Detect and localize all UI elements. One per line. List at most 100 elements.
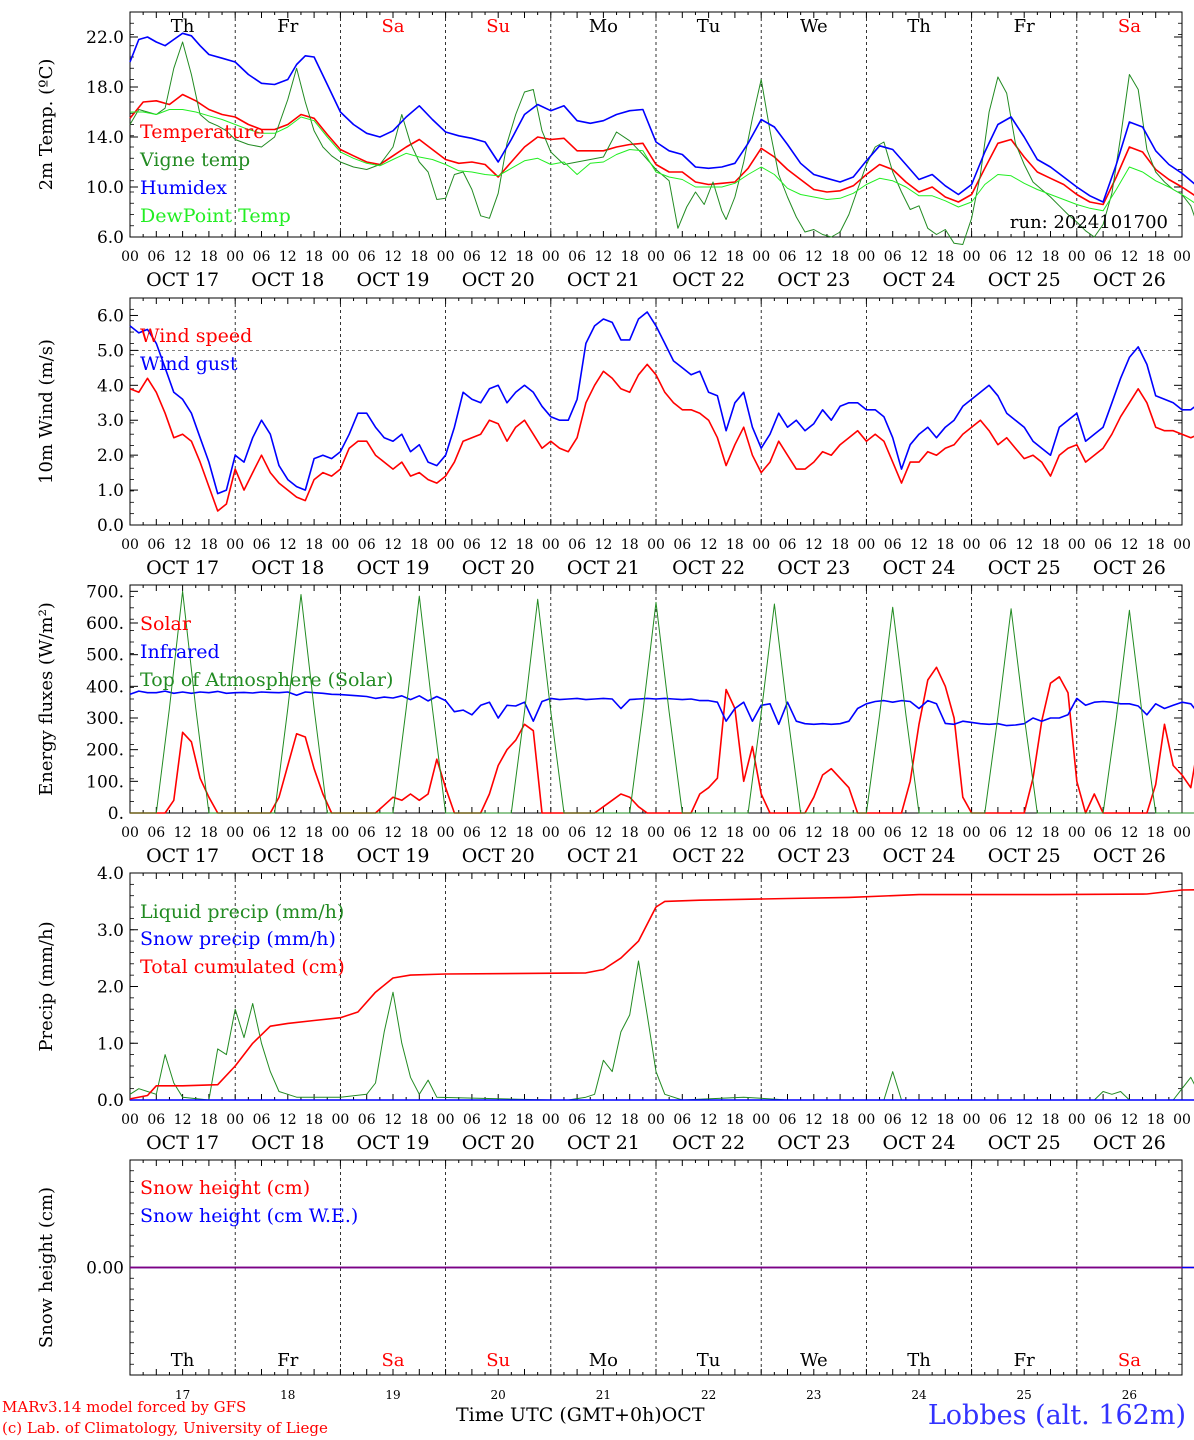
hour-label: 00 [437,825,455,841]
hour-label: 12 [910,537,928,553]
y-tick-label: 200. [86,741,124,761]
series-line-0-0 [129,93,1194,206]
hour-label: 06 [568,1112,586,1128]
hour-label: 06 [1094,1112,1112,1128]
date-label: OCT 20 [462,1132,535,1154]
y-tick-label: 400. [86,677,124,697]
time-axis-title: Time UTC (GMT+0h)OCT [456,1404,705,1426]
day-number: 18 [280,1388,295,1402]
legend-entry: Top of Atmosphere (Solar) [140,669,393,691]
hour-label: 00 [226,1112,244,1128]
legend-entry: Total cumulated (cm) [140,956,345,978]
date-label: OCT 20 [462,845,535,867]
hour-label: 06 [989,249,1007,265]
hour-label: 12 [489,1112,507,1128]
hour-label: 00 [331,249,349,265]
y-tick-label: 6.0 [97,228,124,248]
hour-label: 00 [437,249,455,265]
date-label: OCT 17 [146,845,219,867]
hour-label: 18 [621,825,639,841]
hour-label: 18 [410,825,428,841]
date-label: OCT 18 [251,269,324,291]
date-label: OCT 23 [777,1132,850,1154]
date-label: OCT 19 [356,1132,429,1154]
hour-label: 12 [279,1112,297,1128]
hour-label: 06 [568,249,586,265]
day-name: Fr [277,1350,298,1371]
date-label: OCT 21 [567,557,640,579]
date-label: OCT 19 [356,269,429,291]
hour-label: 18 [200,537,218,553]
hour-label: 12 [174,1112,192,1128]
legend-entry: Infrared [140,641,220,663]
y-tick-label: 0.00 [86,1259,124,1279]
hour-label: 00 [331,825,349,841]
hour-label: 18 [200,249,218,265]
day-name: Th [907,16,931,37]
y-tick-label: 0.0 [97,516,124,536]
hour-label: 12 [279,537,297,553]
hour-label: 18 [410,1112,428,1128]
hour-label: 00 [542,825,560,841]
hour-label: 00 [226,825,244,841]
hour-label: 18 [621,1112,639,1128]
hour-label: 00 [1068,249,1086,265]
day-name: We [800,1350,828,1371]
hour-label: 00 [647,537,665,553]
hour-label: 00 [1173,825,1191,841]
hour-label: 06 [253,1112,271,1128]
y-tick-label: 500. [86,646,124,666]
hour-label: 12 [489,825,507,841]
date-label: OCT 25 [988,269,1061,291]
series-line-0-1 [129,41,1194,245]
date-label: OCT 18 [251,557,324,579]
hour-label: 12 [174,825,192,841]
legend-entry: Snow precip (mm/h) [140,928,336,950]
series-line-3-0 [129,960,1194,1101]
date-label: OCT 17 [146,1132,219,1154]
hour-label: 06 [147,537,165,553]
hour-label: 00 [542,249,560,265]
y-tick-label: 3.0 [97,411,124,431]
hour-label: 00 [963,537,981,553]
date-label: OCT 21 [567,845,640,867]
hour-label: 12 [279,825,297,841]
series-line-0-3 [130,109,1194,212]
day-number: 22 [701,1388,716,1402]
date-label: OCT 24 [882,845,955,867]
hour-label: 18 [1147,249,1165,265]
hour-label: 00 [331,1112,349,1128]
y-tick-label: 2.0 [97,978,124,998]
hour-label: 06 [253,537,271,553]
hour-label: 00 [121,537,139,553]
hour-label: 18 [1042,249,1060,265]
y-tick-label: 1.0 [97,1034,124,1054]
hour-label: 00 [1068,1112,1086,1128]
hour-label: 06 [884,1112,902,1128]
hour-label: 00 [121,1112,139,1128]
y-axis-label: 10m Wind (m/s) [36,339,57,484]
hour-label: 12 [174,537,192,553]
legend-entry: Snow height (cm W.E.) [140,1205,358,1227]
hour-label: 00 [752,249,770,265]
series-line-2-2 [130,590,1194,814]
hour-label: 12 [805,537,823,553]
hour-label: 12 [1120,825,1138,841]
hour-label: 06 [358,825,376,841]
hour-label: 06 [147,249,165,265]
date-label: OCT 17 [146,269,219,291]
legend-entry: Vigne temp [139,149,250,171]
hour-label: 12 [805,1112,823,1128]
hour-label: 06 [463,249,481,265]
hour-label: 00 [437,537,455,553]
date-label: OCT 25 [988,845,1061,867]
hour-label: 18 [516,1112,534,1128]
day-number: 17 [175,1388,190,1402]
hour-label: 18 [1042,825,1060,841]
hour-label: 12 [1120,249,1138,265]
day-number: 24 [911,1388,927,1402]
hour-label: 00 [857,249,875,265]
hour-label: 00 [1173,1112,1191,1128]
hour-label: 00 [857,537,875,553]
